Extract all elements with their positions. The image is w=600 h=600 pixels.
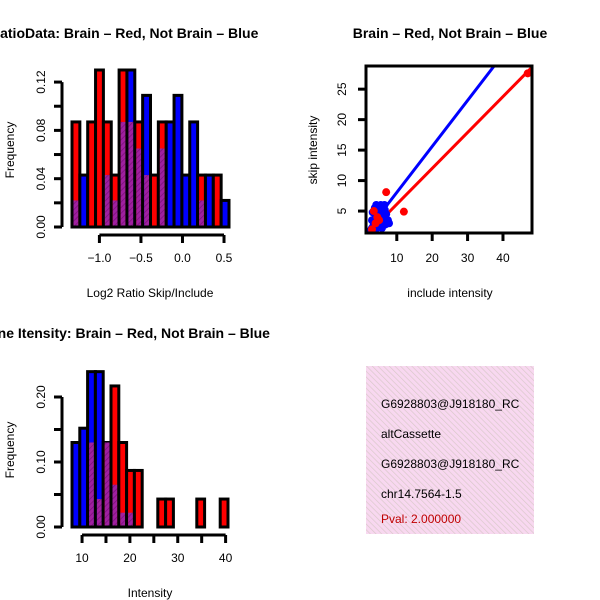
overlap-bar <box>120 121 126 226</box>
info-box-background <box>366 366 534 534</box>
pval-text: Pval: 2.000000 <box>381 512 461 526</box>
overlap-bar <box>112 200 118 226</box>
blue-point <box>377 224 386 233</box>
overlap-bar <box>104 442 110 526</box>
overlap-bar <box>128 512 133 526</box>
ratio-histogram: RatioData: Brain – Red, Not Brain – Blue… <box>0 25 259 300</box>
y-tick-label: 0.10 <box>34 450 48 474</box>
y-tick-label: 0.00 <box>34 215 48 239</box>
x-tick-label: 10 <box>390 251 404 265</box>
ratio-histogram-ylabel: Frequency <box>3 122 17 179</box>
overlap-bar <box>89 442 94 526</box>
overlap-bar <box>104 175 110 226</box>
overlap-bar <box>144 175 149 226</box>
x-tick-label: 40 <box>219 551 233 565</box>
x-tick-label: 30 <box>171 551 185 565</box>
red-point <box>373 213 382 222</box>
histogram-bar <box>141 93 152 229</box>
histogram-bar <box>218 497 230 529</box>
intensity-histogram-ylabel: Frequency <box>3 422 17 479</box>
scatter-ylabel: skip intensity <box>306 116 320 185</box>
x-tick-label: −0.5 <box>129 251 153 265</box>
x-tick-label: 0.5 <box>216 251 233 265</box>
overlap-bar <box>112 484 118 526</box>
histogram-bar <box>164 497 175 529</box>
red-point <box>399 207 408 216</box>
x-tick-label: 30 <box>461 251 475 265</box>
y-tick-label: 10 <box>335 174 349 188</box>
y-tick-label: 0.12 <box>34 70 48 94</box>
red-point <box>368 225 377 233</box>
blue-point <box>385 219 394 228</box>
histogram-bar <box>132 468 144 529</box>
blue-point <box>380 205 389 214</box>
info-line-3: G6928803@J918180_RC <box>381 457 520 471</box>
red-fit-line <box>366 66 532 233</box>
overlap-bar <box>73 200 79 226</box>
x-tick-label: 20 <box>123 551 137 565</box>
y-tick-label: 20 <box>335 113 349 127</box>
intensity-histogram-xlabel: Intensity <box>128 586 173 600</box>
histogram-bar <box>172 93 184 229</box>
ratio-histogram-xlabel: Log2 Ratio Skip/Include <box>87 286 214 300</box>
intensity-histogram-title: Gene Itensity: Brain – Red, Not Brain – … <box>0 325 270 341</box>
overlap-bar <box>136 148 142 226</box>
overlap-bar <box>159 148 165 226</box>
overlap-bar <box>96 499 102 526</box>
x-tick-label: 0.0 <box>174 251 191 265</box>
overlap-bar <box>128 121 134 226</box>
y-tick-label: 0.08 <box>34 118 48 142</box>
red-point <box>382 188 391 197</box>
intensity-histogram: Gene Itensity: Brain – Red, Not Brain – … <box>0 325 270 600</box>
info-line-2: altCassette <box>381 427 441 441</box>
y-tick-label: 15 <box>335 143 349 157</box>
overlap-bar <box>120 512 126 526</box>
histogram-bar <box>219 198 231 229</box>
info-line-1: G6928803@J918180_RC <box>381 397 520 411</box>
intensity-scatter: Brain – Red, Not Brain – Blue include in… <box>306 25 547 300</box>
scatter-title: Brain – Red, Not Brain – Blue <box>353 25 548 41</box>
y-tick-label: 5 <box>335 207 349 214</box>
x-tick-label: 40 <box>496 251 510 265</box>
red-point <box>523 69 532 78</box>
info-line-4: chr14.7564-1.5 <box>381 487 462 501</box>
scatter-xlabel: include intensity <box>407 286 492 300</box>
scatter-plot-area <box>366 66 532 233</box>
info-box: G6928803@J918180_RC altCassette G6928803… <box>366 366 534 534</box>
x-tick-label: 10 <box>75 551 89 565</box>
x-tick-label: 20 <box>426 251 440 265</box>
ratio-histogram-title: RatioData: Brain – Red, Not Brain – Blue <box>0 25 259 41</box>
x-tick-label: −1.0 <box>88 251 112 265</box>
y-tick-label: 0.20 <box>34 385 48 409</box>
y-tick-label: 0.04 <box>34 167 48 191</box>
overlap-bar <box>199 200 204 226</box>
red-point <box>369 207 378 216</box>
y-tick-label: 25 <box>335 82 349 96</box>
histogram-bar <box>195 497 207 529</box>
y-tick-label: 0.00 <box>34 515 48 539</box>
